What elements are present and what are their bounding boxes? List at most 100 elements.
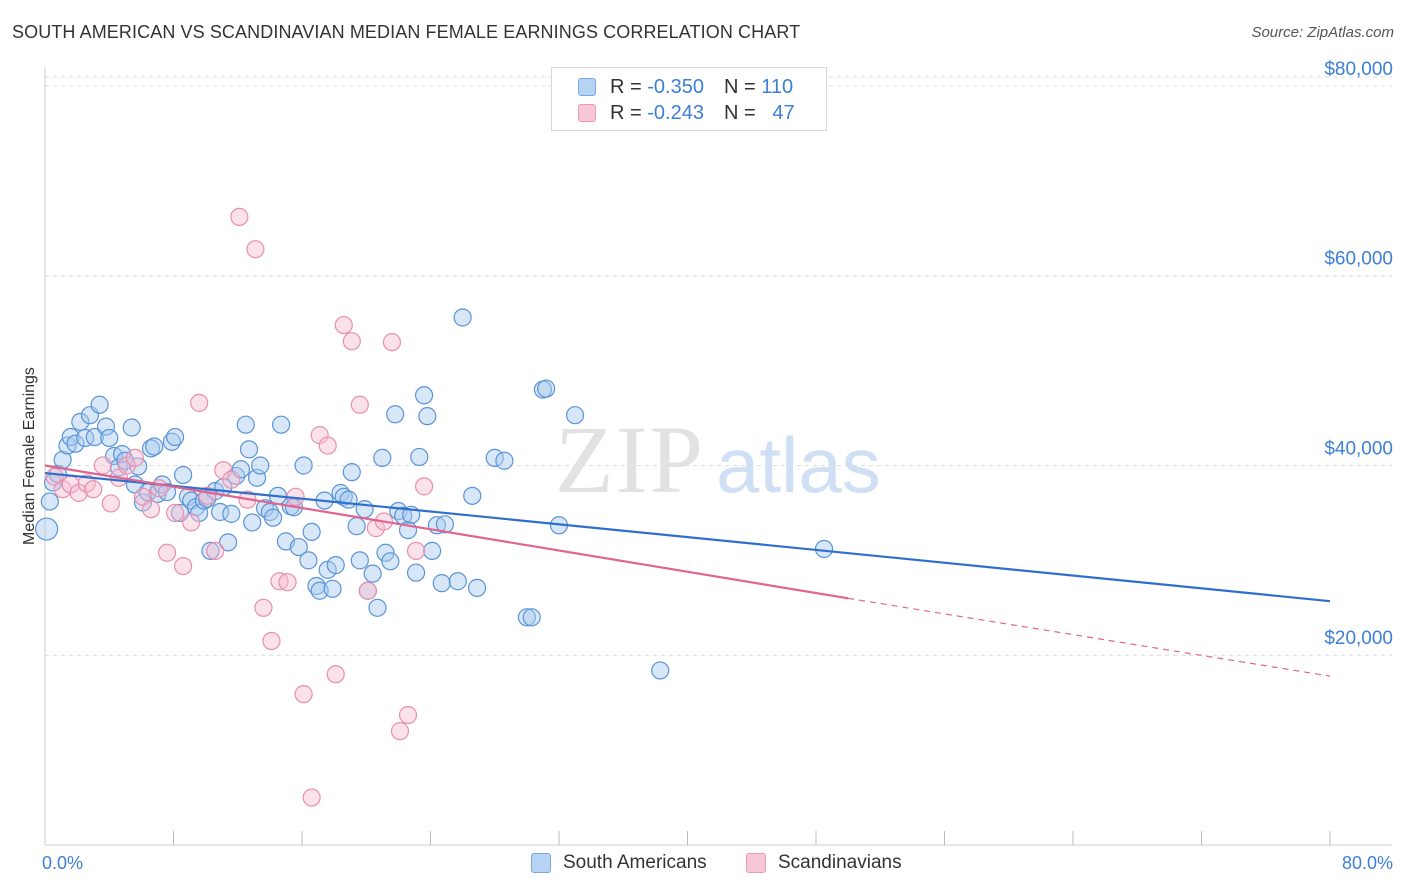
watermark: ZIP atlas: [555, 406, 881, 513]
legend-n-value: 110: [761, 75, 794, 98]
data-point: [246, 240, 265, 259]
data-point: [84, 480, 103, 499]
data-point: [339, 490, 358, 509]
legend-n-value: 47: [772, 101, 795, 124]
data-point: [96, 417, 116, 436]
data-point: [406, 541, 426, 560]
data-point: [302, 788, 321, 807]
data-point: [423, 541, 442, 560]
data-point: [141, 439, 161, 458]
data-point: [355, 500, 374, 519]
data-point: [243, 513, 262, 532]
legend-r-value: -0.243: [647, 101, 704, 124]
legend-label-south-americans: South Americans: [563, 852, 707, 873]
source-credit: Source: ZipAtlas.com: [1251, 24, 1394, 41]
data-point: [125, 448, 145, 467]
data-point: [334, 487, 353, 506]
data-point: [76, 428, 95, 448]
data-point: [174, 556, 193, 576]
data-point: [182, 513, 201, 532]
data-point: [565, 406, 585, 425]
data-point: [222, 470, 241, 489]
data-point: [90, 395, 109, 414]
data-point: [326, 556, 345, 575]
y-tick-label: $20,000: [1324, 628, 1393, 649]
data-point: [166, 427, 185, 447]
trend-lines: [44, 464, 1331, 677]
data-point: [350, 551, 369, 570]
data-point: [350, 395, 369, 414]
data-point: [453, 308, 472, 327]
data-point: [236, 415, 255, 434]
watermark-atlas: atlas: [716, 421, 881, 509]
data-point: [435, 515, 455, 534]
data-point: [537, 379, 556, 398]
data-point: [326, 665, 345, 684]
data-point: [414, 386, 434, 405]
data-point: [432, 574, 451, 593]
data-point: [289, 537, 308, 557]
y-axis-tick-labels: $20,000 $40,000 $60,000 $80,000: [1324, 59, 1393, 649]
data-point: [299, 551, 318, 570]
data-point: [141, 500, 161, 519]
trend-line-south-americans: [44, 471, 1331, 603]
data-point: [166, 503, 185, 523]
data-point: [376, 543, 395, 562]
pink-swatch: [746, 853, 766, 873]
legend-item-south-americans[interactable]: South Americans: [531, 852, 707, 874]
blue-swatch: [578, 78, 596, 96]
series-scandinavians: [45, 207, 434, 807]
data-point: [363, 564, 382, 583]
data-point: [406, 563, 426, 582]
data-point: [302, 522, 321, 542]
trend-line-scandinavians-extension: [848, 597, 1331, 677]
legend-row-south-americans: R = -0.350 N = 110: [578, 74, 793, 100]
y-tick-label: $60,000: [1324, 249, 1393, 270]
blue-swatch: [531, 853, 551, 873]
data-point: [278, 573, 297, 592]
data-point: [517, 608, 536, 627]
data-point: [386, 405, 405, 424]
x-tick-label-max: 80.0%: [1342, 853, 1393, 873]
data-point: [342, 463, 361, 482]
data-point: [463, 486, 482, 505]
data-point: [390, 722, 410, 741]
pink-swatch: [578, 104, 596, 122]
data-point: [382, 333, 402, 352]
data-point: [100, 428, 119, 448]
data-point: [814, 539, 834, 559]
data-point: [35, 517, 59, 541]
data-point: [414, 477, 434, 496]
legend-item-scandinavians[interactable]: Scandinavians: [746, 852, 902, 874]
legend-r-value: -0.350: [647, 75, 704, 98]
data-point: [262, 631, 281, 651]
y-axis-label: Median Female Earnings: [21, 367, 38, 545]
legend-r-label: R =: [610, 101, 642, 124]
x-tick-label-min: 0.0%: [42, 853, 83, 873]
data-point: [239, 440, 259, 459]
trend-line-scandinavians: [44, 464, 849, 600]
data-point: [157, 543, 177, 562]
data-point: [219, 533, 238, 552]
data-point: [210, 502, 230, 522]
data-point: [347, 517, 366, 536]
data-point: [230, 207, 249, 227]
data-point: [368, 598, 387, 617]
data-point: [495, 451, 514, 470]
data-point: [467, 578, 487, 597]
data-point: [254, 598, 273, 617]
data-point: [263, 508, 283, 527]
legend-r-label: R =: [610, 75, 642, 98]
watermark-zip: ZIP: [555, 406, 705, 513]
data-point: [40, 492, 59, 511]
series-legend: South Americans Scandinavians: [0, 852, 1406, 878]
data-point: [145, 437, 164, 456]
data-point: [651, 661, 670, 680]
data-point: [174, 465, 193, 485]
legend-n-label: N =: [723, 101, 756, 124]
data-point: [358, 581, 377, 600]
data-point: [522, 608, 541, 627]
chart-title: SOUTH AMERICAN VS SCANDINAVIAN MEDIAN FE…: [12, 22, 801, 42]
data-point: [342, 332, 361, 351]
